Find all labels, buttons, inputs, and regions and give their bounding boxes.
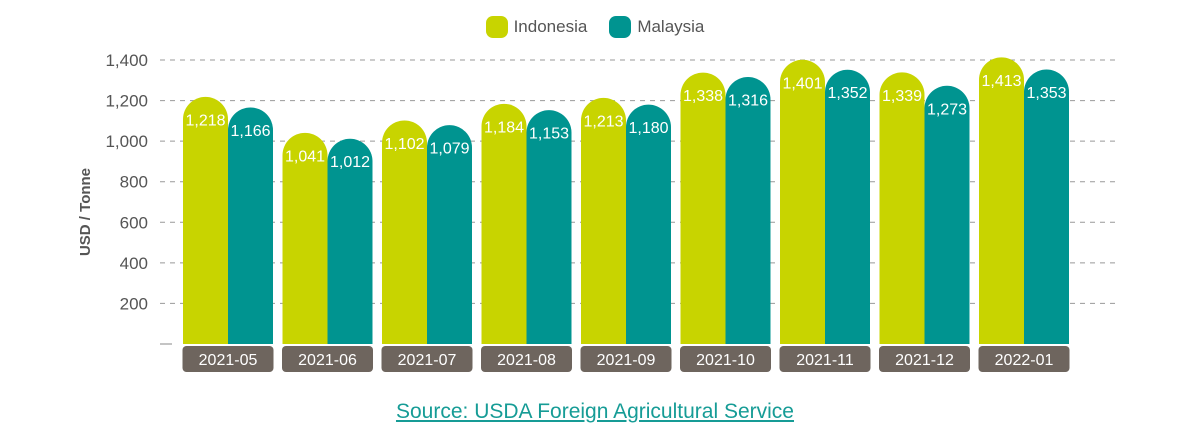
category-label-bg — [779, 346, 871, 372]
data-label: 1,339 — [882, 88, 922, 105]
legend-item-malaysia: Malaysia — [609, 16, 704, 38]
x-tick-label: 2021-10 — [696, 352, 755, 369]
y-tick-label: 1,200 — [105, 92, 148, 111]
data-label: 1,079 — [429, 141, 469, 158]
bar-malaysia — [526, 110, 572, 345]
bar-indonesia — [680, 72, 726, 344]
data-label: 1,413 — [981, 73, 1021, 90]
data-label: 1,401 — [782, 75, 822, 92]
bar-malaysia — [825, 69, 870, 344]
bar-indonesia — [780, 59, 825, 344]
data-label: 1,213 — [583, 113, 623, 130]
data-label: 1,153 — [529, 126, 569, 143]
bar-malaysia — [924, 85, 970, 344]
bar-indonesia — [879, 72, 925, 345]
y-axis-label: USD / Tonne — [77, 168, 94, 256]
data-label: 1,180 — [628, 120, 668, 137]
y-tick-label: 1,000 — [105, 132, 148, 151]
data-label: 1,316 — [728, 93, 768, 110]
bar-indonesia — [481, 103, 527, 344]
bar-malaysia — [228, 107, 273, 345]
data-label: 1,338 — [683, 88, 723, 105]
y-tick-label: 1,400 — [105, 51, 148, 70]
category-label-bg — [182, 346, 274, 372]
x-tick-label: 2021-08 — [497, 352, 556, 369]
bar-indonesia — [183, 96, 228, 344]
category-label-bg — [481, 346, 572, 372]
data-label: 1,012 — [330, 154, 370, 171]
bar-indonesia — [979, 57, 1024, 344]
bar-malaysia — [1024, 69, 1069, 344]
source-link[interactable]: Source: USDA Foreign Agricultural Servic… — [395, 400, 794, 423]
x-tick-label: 2022-01 — [995, 352, 1054, 369]
data-label: 1,041 — [285, 148, 325, 165]
data-label: 1,102 — [384, 136, 424, 153]
category-label-bg — [879, 346, 970, 372]
x-tick-label: 2021-12 — [895, 352, 954, 369]
bar-malaysia — [427, 125, 472, 344]
chart-plot: 200 400 600 800 1,000 1,200 1,400 USD / Tonne 1,… — [77, 51, 1120, 372]
x-tick-label: 2021-09 — [597, 352, 656, 369]
data-label: 1,353 — [1026, 85, 1066, 102]
category-label-bg — [978, 346, 1070, 372]
y-tick-label: 200 — [120, 294, 148, 313]
bar-malaysia — [327, 138, 373, 344]
legend-swatch-malaysia — [609, 16, 632, 38]
y-tick-label: 800 — [120, 173, 148, 192]
x-tick-label: 2021-05 — [199, 352, 258, 369]
data-label: 1,218 — [185, 112, 225, 129]
x-tick-label: 2021-07 — [398, 352, 457, 369]
legend-label-malaysia: Malaysia — [637, 17, 705, 36]
bar-malaysia — [725, 77, 771, 344]
legend-item-indonesia: Indonesia — [485, 16, 588, 38]
x-tick-label: 2021-06 — [298, 352, 357, 369]
data-label: 1,184 — [484, 119, 524, 136]
category-label-bg — [282, 346, 373, 372]
bar-malaysia — [626, 104, 671, 345]
category-label-bg — [381, 346, 473, 372]
data-label: 1,273 — [927, 101, 967, 118]
legend-label-indonesia: Indonesia — [513, 17, 588, 36]
category-label-bg — [680, 346, 771, 372]
y-tick-label: 400 — [120, 254, 148, 273]
x-tick-label: 2021-11 — [796, 352, 854, 369]
category-label-bg — [580, 346, 672, 372]
bar-indonesia — [382, 120, 427, 344]
data-label: 1,352 — [827, 85, 867, 102]
data-label: 1,166 — [230, 123, 270, 140]
bar-indonesia — [282, 132, 328, 344]
bar-indonesia — [581, 97, 626, 344]
y-tick-label: 600 — [120, 213, 148, 232]
legend-swatch-indonesia — [485, 16, 508, 38]
legend: Indonesia Malaysia — [0, 16, 1190, 38]
